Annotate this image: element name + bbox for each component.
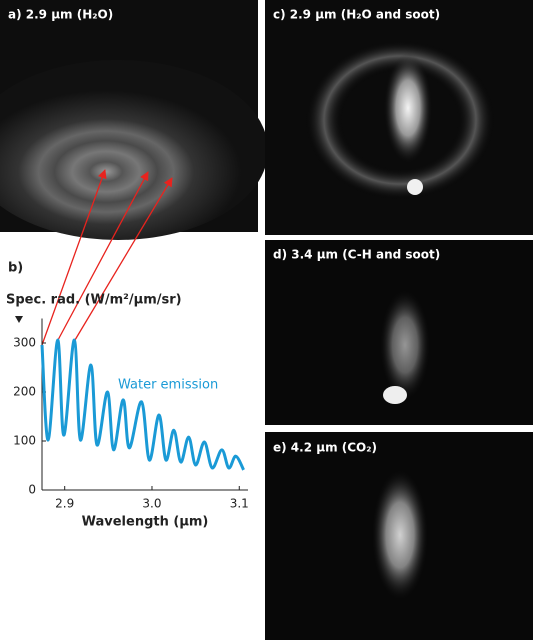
arrow bbox=[41, 169, 107, 346]
y-tick-label: 0 bbox=[28, 483, 36, 497]
y-tick-label: 100 bbox=[13, 434, 36, 448]
panel-c: c) 2.9 µm (H₂O and soot) bbox=[265, 0, 533, 235]
panel-label: e) 4.2 µm (CO₂) bbox=[273, 441, 377, 455]
x-tick-label: 2.9 bbox=[55, 497, 74, 511]
axis-arrow bbox=[15, 316, 23, 323]
arrow bbox=[74, 177, 173, 341]
x-tick-label: 3.0 bbox=[142, 497, 161, 511]
panel-label: a) 2.9 µm (H₂O) bbox=[8, 8, 113, 22]
x-axis-label: Wavelength (µm) bbox=[82, 515, 209, 530]
panel-label: d) 3.4 µm (C-H and soot) bbox=[273, 248, 440, 262]
panel-label: c) 2.9 µm (H₂O and soot) bbox=[273, 8, 440, 22]
y-tick-label: 300 bbox=[13, 336, 36, 350]
chart-title: b) bbox=[8, 261, 23, 276]
panel-e: e) 4.2 µm (CO₂) bbox=[265, 432, 533, 640]
x-tick-label: 3.1 bbox=[230, 497, 249, 511]
panel-d: d) 3.4 µm (C-H and soot) bbox=[265, 240, 533, 425]
panel-a: a) 2.9 µm (H₂O) bbox=[0, 0, 268, 240]
arrows bbox=[41, 169, 173, 346]
data-line bbox=[40, 338, 245, 471]
arrow bbox=[57, 171, 149, 341]
y-axis-label: Spec. rad. (W/m²/µm/sr) bbox=[6, 293, 182, 308]
series-label: Water emission bbox=[118, 378, 218, 393]
y-tick-label: 200 bbox=[13, 385, 36, 399]
